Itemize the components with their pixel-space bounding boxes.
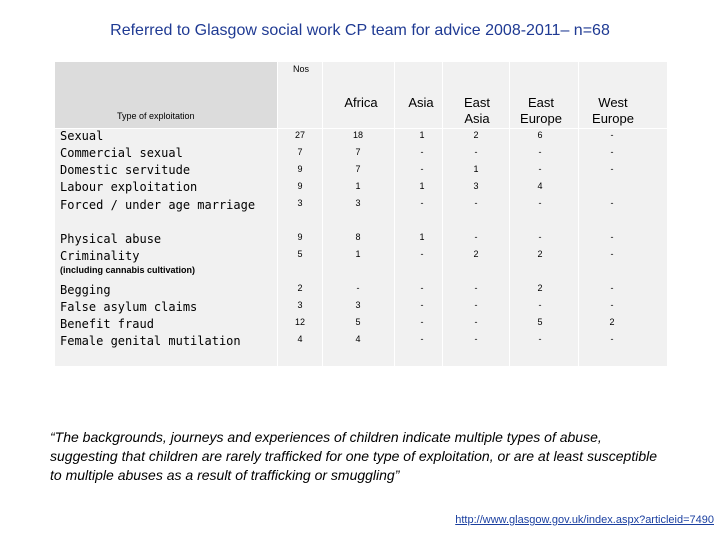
header-divider <box>55 128 667 129</box>
column-divider <box>509 62 510 366</box>
table-cell: - <box>610 198 614 208</box>
table-cell: 3 <box>473 181 479 191</box>
table-cell: 7 <box>355 147 361 157</box>
row-label-criminality: Criminality <box>60 249 140 263</box>
row-label-physical-abuse: Physical abuse <box>60 232 162 246</box>
table-cell: - <box>474 317 478 327</box>
table-cell: - <box>538 198 542 208</box>
type-of-exploitation-label: Type of exploitation <box>117 111 195 121</box>
table-cell: 1 <box>419 130 425 140</box>
column-divider <box>442 62 443 366</box>
table-cell: - <box>474 147 478 157</box>
row-label-false-asylum-claims: False asylum claims <box>60 300 198 314</box>
col-header-east-asia: East Asia <box>463 95 490 126</box>
table-cell: - <box>420 317 424 327</box>
table-cell: 3 <box>355 300 361 310</box>
row-label-domestic-servitude: Domestic servitude <box>60 163 191 177</box>
row-label-labour-exploitation: Labour exploitation <box>60 180 198 194</box>
table-cell: 1 <box>473 164 479 174</box>
table-cell: 3 <box>297 198 303 208</box>
table-cell: 4 <box>355 334 361 344</box>
table-cell: 6 <box>537 130 543 140</box>
table-cell: 7 <box>355 164 361 174</box>
table-cell: 4 <box>537 181 543 191</box>
table-cell: - <box>474 283 478 293</box>
column-divider <box>578 62 579 366</box>
table-cell: - <box>538 334 542 344</box>
table-cell: 2 <box>609 317 615 327</box>
row-label-begging: Begging <box>60 283 111 297</box>
table-cell: - <box>420 147 424 157</box>
row-label-benefit-fraud: Benefit fraud <box>60 317 154 331</box>
table-cell: 2 <box>537 283 543 293</box>
table-cell: - <box>610 334 614 344</box>
table-cell: 3 <box>355 198 361 208</box>
col-header-africa: Africa <box>344 95 378 110</box>
row-label-commercial-sexual: Commercial sexual <box>60 146 183 160</box>
col-header-east-europe: East Europe <box>520 95 562 126</box>
table-cell: - <box>610 283 614 293</box>
table-cell: - <box>420 164 424 174</box>
criminality-note: (including cannabis cultivation) <box>60 265 196 275</box>
table-cell: - <box>474 198 478 208</box>
table-cell: 12 <box>294 317 305 327</box>
table-cell: 7 <box>297 147 303 157</box>
table-cell: - <box>610 249 614 259</box>
column-divider <box>277 62 278 366</box>
table-cell: 1 <box>355 181 361 191</box>
table-cell: 2 <box>297 283 303 293</box>
table-cell: - <box>538 164 542 174</box>
table-cell: 2 <box>473 249 479 259</box>
table-header-band <box>55 62 277 128</box>
nos-label: Nos <box>293 64 310 74</box>
table-cell: - <box>474 334 478 344</box>
table-cell: 4 <box>297 334 303 344</box>
table-cell: 3 <box>297 300 303 310</box>
row-label-forced-marriage: Forced / under age marriage <box>60 198 256 212</box>
column-divider <box>394 62 395 366</box>
table-cell: 2 <box>537 249 543 259</box>
table-cell: 1 <box>419 232 425 242</box>
table-cell: - <box>356 283 360 293</box>
table-cell: 9 <box>297 181 303 191</box>
table-cell: - <box>420 283 424 293</box>
slide-title: Referred to Glasgow social work CP team … <box>110 22 610 39</box>
table-cell: - <box>420 334 424 344</box>
table-cell: 5 <box>297 249 303 259</box>
table-cell: 1 <box>419 181 425 191</box>
table-cell: - <box>610 147 614 157</box>
table-cell: 18 <box>352 130 363 140</box>
table-cell: - <box>610 130 614 140</box>
col-header-west-europe: West Europe <box>592 95 634 126</box>
table-cell: - <box>610 232 614 242</box>
table-cell: - <box>538 147 542 157</box>
table-cell: - <box>420 198 424 208</box>
col-header-asia: Asia <box>408 95 434 110</box>
table-cell: - <box>420 249 424 259</box>
table-cell: 9 <box>297 232 303 242</box>
table-cell: 2 <box>473 130 479 140</box>
source-link[interactable]: http://www.glasgow.gov.uk/index.aspx?art… <box>455 514 714 526</box>
table-cell: - <box>474 232 478 242</box>
table-cell: 27 <box>294 130 305 140</box>
column-divider <box>322 62 323 366</box>
quote-text: “The backgrounds, journeys and experienc… <box>50 429 658 483</box>
table-cell: 8 <box>355 232 361 242</box>
row-label-female-genital-mutilation: Female genital mutilation <box>60 334 241 348</box>
table-cell: 1 <box>355 249 361 259</box>
table-cell: - <box>420 300 424 310</box>
table-cell: - <box>474 300 478 310</box>
table-cell: - <box>610 164 614 174</box>
table-cell: 9 <box>297 164 303 174</box>
table-cell: 5 <box>537 317 543 327</box>
row-label-sexual: Sexual <box>60 129 104 143</box>
table-cell: - <box>538 232 542 242</box>
table-cell: 5 <box>355 317 361 327</box>
table-cell: - <box>538 300 542 310</box>
table-cell: - <box>610 300 614 310</box>
